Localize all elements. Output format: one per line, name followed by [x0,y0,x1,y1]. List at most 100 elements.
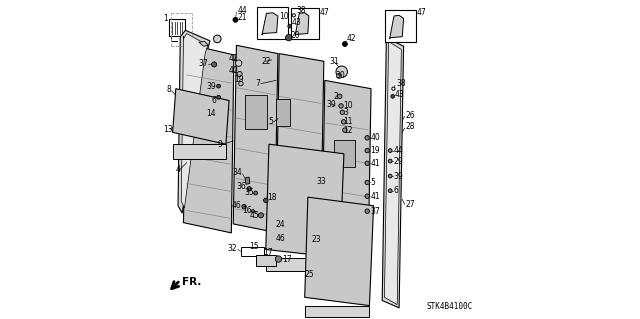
Polygon shape [262,13,278,35]
Bar [257,7,288,39]
Text: 25: 25 [305,271,314,279]
Text: 38: 38 [296,6,306,15]
Polygon shape [305,197,374,306]
Bar [241,247,264,256]
Circle shape [233,17,238,22]
Circle shape [259,213,264,218]
Circle shape [365,148,369,153]
Polygon shape [173,89,229,144]
Circle shape [247,187,252,191]
Polygon shape [295,13,309,36]
Polygon shape [199,41,209,46]
Bar [276,99,291,126]
Circle shape [264,198,268,203]
Text: 38: 38 [396,79,406,88]
Circle shape [292,14,296,17]
Bar [291,8,319,39]
Text: 37: 37 [371,207,380,216]
Polygon shape [321,80,371,278]
Text: 43: 43 [395,90,404,99]
Polygon shape [385,41,401,305]
Circle shape [288,24,292,28]
Polygon shape [266,144,344,258]
Bar [385,10,416,42]
Text: 22: 22 [262,57,271,66]
Circle shape [342,128,347,132]
Text: 1: 1 [163,14,168,23]
Text: 15: 15 [249,242,259,251]
Circle shape [337,94,342,99]
Text: 31: 31 [330,57,339,66]
Text: 45: 45 [250,211,259,220]
Text: 41: 41 [229,54,239,63]
Text: 39: 39 [394,172,403,181]
Circle shape [392,87,395,90]
Text: 17: 17 [263,248,273,256]
Text: 42: 42 [347,34,356,43]
Circle shape [365,161,369,166]
Circle shape [391,94,395,98]
Circle shape [285,34,292,41]
Text: 30: 30 [335,71,345,80]
Text: 16: 16 [242,206,252,215]
Circle shape [340,110,344,115]
Bar [245,95,267,129]
Text: 17: 17 [282,255,292,263]
Text: 7: 7 [255,79,260,88]
Circle shape [341,120,346,124]
Text: 47: 47 [320,8,330,17]
Text: 37: 37 [198,59,208,68]
Text: 39: 39 [326,100,336,109]
Text: 20: 20 [291,31,300,40]
Circle shape [214,35,221,43]
Circle shape [236,60,242,66]
Text: 18: 18 [268,193,277,202]
Circle shape [253,191,257,195]
Text: FR.: FR. [182,277,202,287]
Text: 23: 23 [311,235,321,244]
Text: 9: 9 [218,140,222,149]
Circle shape [388,149,392,152]
Text: 34: 34 [232,168,242,177]
Circle shape [217,95,220,99]
Text: 46: 46 [276,234,285,243]
Text: 14: 14 [207,109,216,118]
Text: 2: 2 [333,92,338,101]
Text: 29: 29 [394,157,403,166]
Circle shape [275,256,282,262]
Text: STK4B4100C: STK4B4100C [427,302,473,311]
Circle shape [217,84,220,88]
Text: 36: 36 [236,182,246,191]
Text: 41: 41 [371,192,380,201]
Text: 13: 13 [163,125,173,134]
Text: 6: 6 [211,96,216,105]
Circle shape [342,41,348,47]
Circle shape [242,204,246,209]
Bar [255,255,276,266]
Text: 10: 10 [343,101,353,110]
Circle shape [388,189,392,193]
Circle shape [252,210,255,213]
Polygon shape [390,15,404,39]
Text: 46: 46 [232,201,242,210]
Circle shape [339,104,343,108]
Circle shape [336,66,348,78]
Text: 5: 5 [268,117,273,126]
Text: 40: 40 [229,66,239,75]
Text: 47: 47 [417,8,426,17]
Polygon shape [305,306,369,317]
Text: 24: 24 [276,220,285,229]
Text: 12: 12 [343,126,353,135]
Text: 10: 10 [279,12,289,21]
Text: 26: 26 [406,111,415,120]
Polygon shape [178,30,210,213]
Text: 5: 5 [371,178,375,187]
Text: 43: 43 [292,19,301,27]
Text: 41: 41 [371,159,380,168]
Circle shape [239,81,243,86]
Text: 19: 19 [234,75,244,84]
Polygon shape [266,258,340,271]
Text: 39: 39 [207,82,216,91]
Polygon shape [245,177,250,184]
Circle shape [337,73,342,78]
